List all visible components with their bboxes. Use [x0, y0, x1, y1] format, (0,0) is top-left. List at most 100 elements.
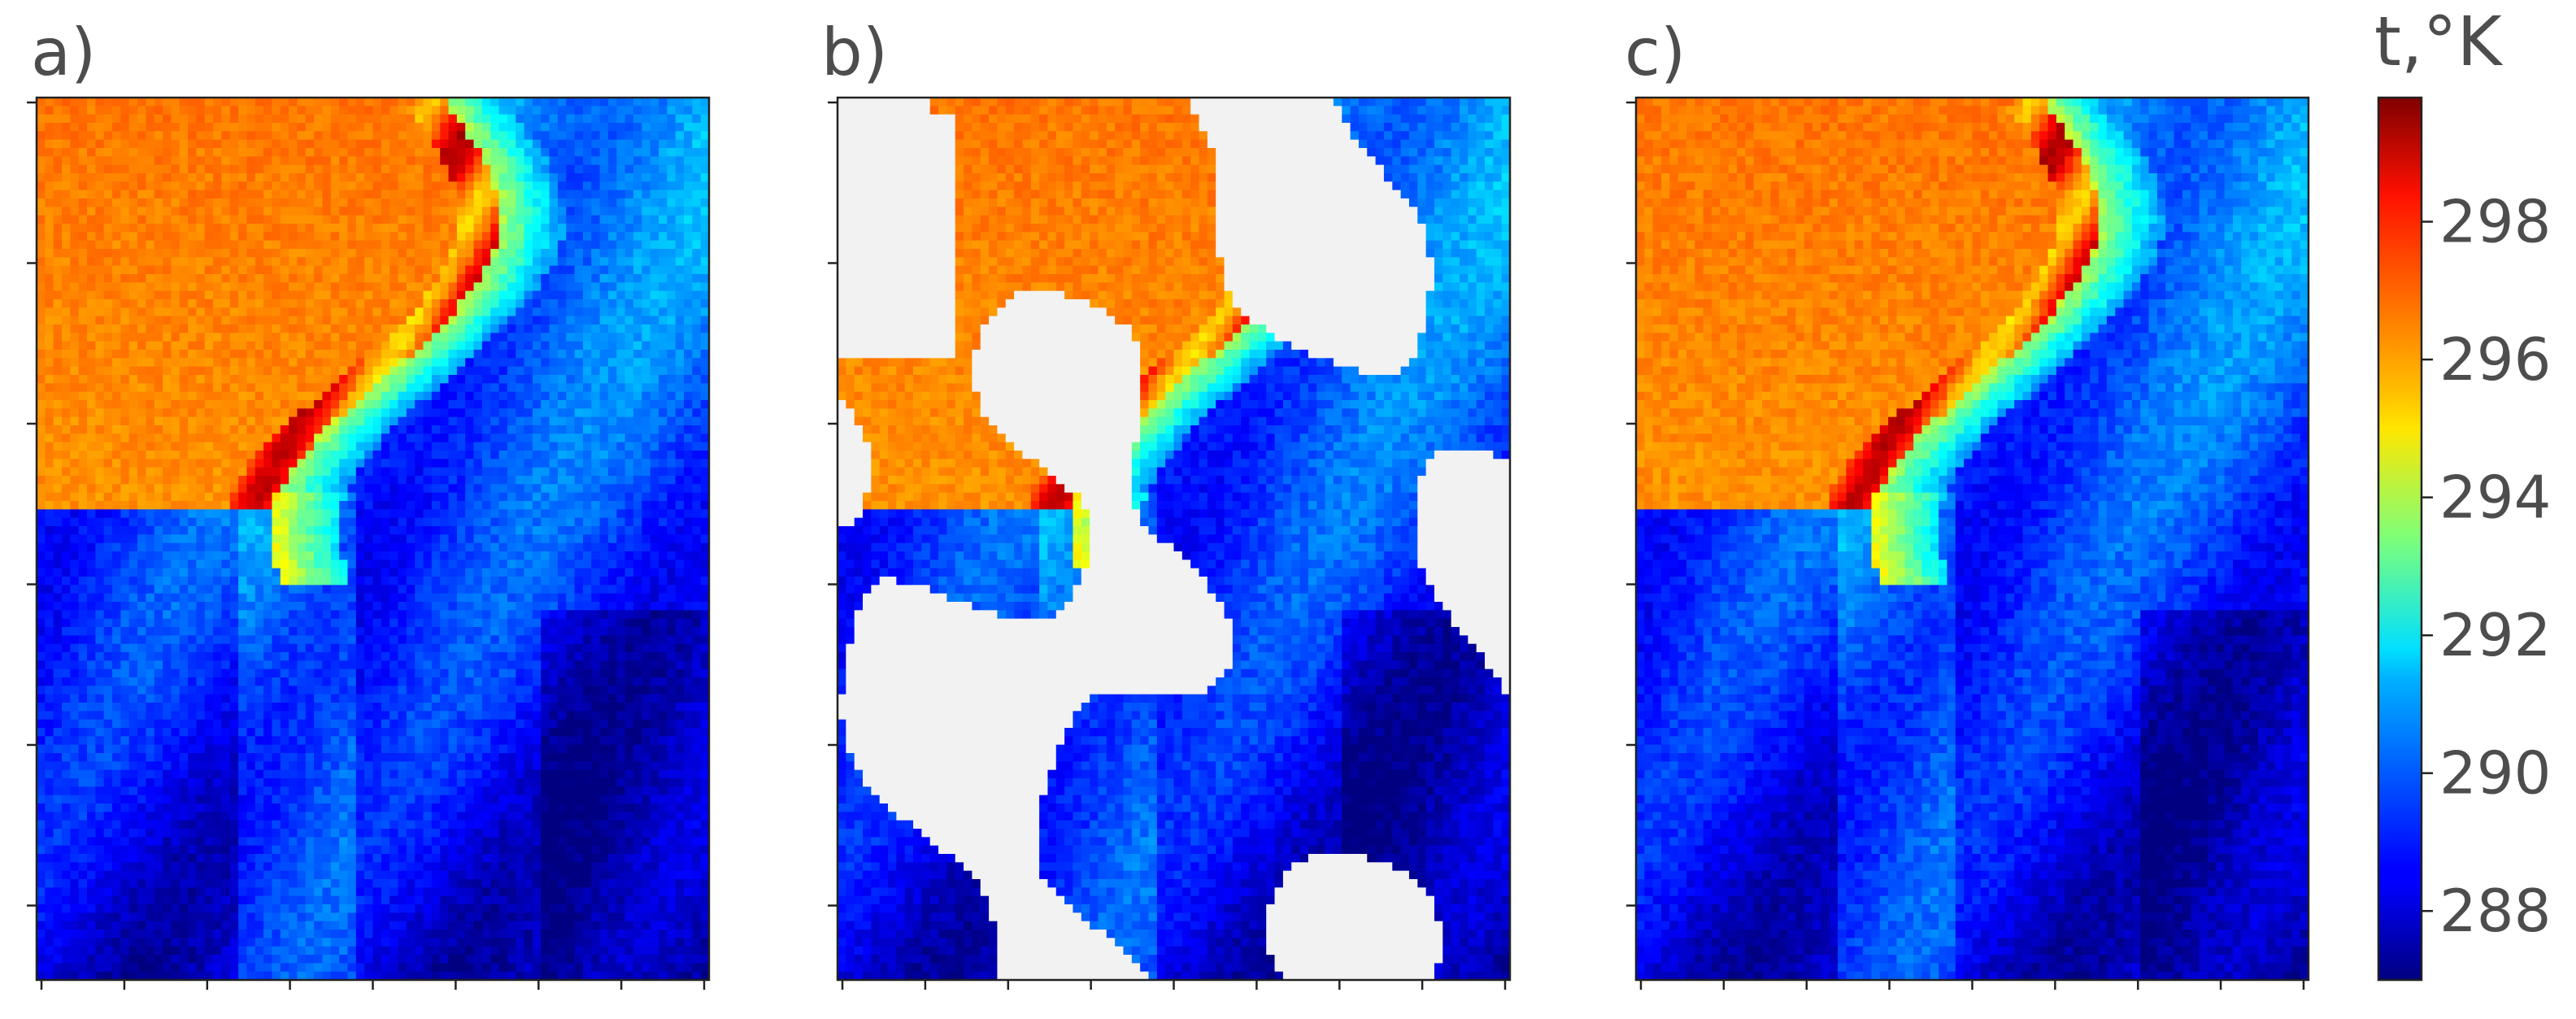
heatmap-cell — [95, 509, 105, 519]
heatmap-cell — [171, 333, 181, 342]
heatmap-cell — [398, 416, 407, 426]
heatmap-cell — [557, 375, 567, 384]
heatmap-cell — [507, 106, 516, 115]
heatmap-cell — [415, 274, 424, 283]
heatmap-cell — [37, 509, 46, 519]
heatmap-cell — [381, 139, 390, 149]
heatmap-cell — [431, 257, 441, 267]
heatmap-cell — [213, 290, 223, 300]
heatmap-cell — [591, 324, 601, 333]
heatmap-cell — [440, 290, 450, 300]
heatmap-cell — [616, 215, 626, 224]
heatmap-cell — [423, 350, 433, 359]
heatmap-cell — [372, 333, 382, 342]
heatmap-cell — [675, 290, 685, 300]
heatmap-cell — [481, 577, 491, 586]
heatmap-cell — [78, 249, 88, 258]
heatmap-cell — [53, 577, 63, 586]
heatmap-cell — [381, 350, 390, 359]
heatmap-cell — [423, 156, 433, 166]
heatmap-cell — [650, 249, 659, 258]
heatmap-cell — [440, 156, 450, 166]
heatmap-cell — [381, 560, 390, 569]
heatmap-cell — [389, 408, 399, 418]
heatmap-cell — [481, 425, 491, 434]
heatmap-cell — [456, 198, 466, 207]
heatmap-cell — [112, 181, 121, 191]
heatmap-cell — [95, 551, 105, 560]
heatmap-cell — [481, 484, 491, 494]
heatmap-cell — [448, 350, 458, 359]
heatmap-cell — [128, 467, 138, 477]
heatmap-cell — [204, 568, 214, 577]
heatmap-cell — [549, 324, 559, 333]
heatmap-cell — [448, 408, 458, 418]
heatmap-cell — [389, 610, 399, 620]
heatmap-cell — [372, 391, 382, 401]
heatmap-cell — [204, 114, 214, 124]
heatmap-cell — [616, 240, 626, 250]
heatmap-cell — [128, 391, 138, 401]
heatmap-cell — [154, 433, 163, 443]
heatmap-cell — [507, 459, 516, 468]
heatmap-cell — [700, 240, 710, 250]
heatmap-cell — [591, 416, 601, 426]
heatmap-cell — [146, 240, 155, 250]
heatmap-cell — [188, 577, 198, 586]
heatmap-cell — [53, 534, 63, 544]
heatmap-cell — [171, 585, 181, 594]
heatmap-cell — [574, 366, 584, 376]
heatmap-cell — [213, 173, 223, 182]
heatmap-cell — [624, 593, 634, 603]
heatmap-cell — [120, 232, 130, 242]
heatmap-cell — [675, 114, 685, 124]
heatmap-cell — [322, 602, 332, 611]
heatmap-cell — [263, 375, 273, 384]
heatmap-cell — [297, 484, 307, 494]
heatmap-cell — [541, 156, 550, 166]
heatmap-cell — [53, 476, 63, 485]
heatmap-cell — [146, 391, 155, 401]
heatmap-cell — [700, 501, 710, 510]
heatmap-cell — [355, 148, 365, 157]
heatmap-cell — [448, 577, 458, 586]
heatmap-cell — [616, 577, 626, 586]
heatmap-cell — [204, 433, 214, 443]
heatmap-cell — [112, 350, 121, 359]
heatmap-cell — [607, 467, 617, 477]
heatmap-cell — [650, 610, 659, 620]
heatmap-cell — [322, 433, 332, 443]
heatmap-cell — [103, 551, 113, 560]
heatmap-cell — [78, 459, 88, 468]
heatmap-cell — [549, 375, 559, 384]
heatmap-cell — [255, 232, 264, 242]
heatmap-cell — [372, 542, 382, 552]
heatmap-cell — [263, 366, 273, 376]
heatmap-cell — [255, 307, 264, 317]
heatmap-cell — [582, 232, 592, 242]
heatmap-cell — [347, 316, 357, 325]
heatmap-cell — [70, 257, 80, 267]
heatmap-cell — [650, 173, 659, 182]
heatmap-cell — [229, 333, 239, 342]
heatmap-cell — [137, 459, 146, 468]
heatmap-cell — [574, 551, 584, 560]
heatmap-cell — [347, 173, 357, 182]
heatmap-cell — [163, 106, 172, 115]
heatmap-cell — [456, 215, 466, 224]
heatmap-cell — [549, 173, 559, 182]
heatmap-cell — [339, 333, 349, 342]
heatmap-cell — [599, 290, 609, 300]
heatmap-cell — [355, 551, 365, 560]
heatmap-cell — [607, 593, 617, 603]
heatmap-cell — [221, 215, 231, 224]
heatmap-cell — [246, 341, 256, 351]
heatmap-cell — [339, 534, 349, 544]
heatmap-cell — [263, 307, 273, 317]
heatmap-cell — [415, 341, 424, 351]
heatmap-cell — [196, 451, 206, 459]
heatmap-cell — [642, 350, 651, 359]
heatmap-cell — [128, 425, 138, 434]
heatmap-cell — [128, 358, 138, 368]
heatmap-cell — [347, 560, 357, 569]
